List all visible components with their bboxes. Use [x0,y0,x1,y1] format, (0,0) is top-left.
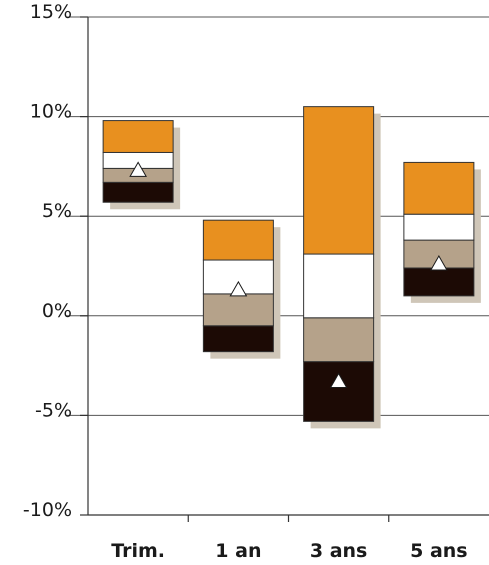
bar-segment-bottom [202,325,274,353]
median-markers [129,161,448,389]
bar-segment-lower-mid [202,293,274,327]
y-tick-labels: -10% -5% 0% 5% 10% 15% [23,1,72,521]
median-marker-triangle [229,280,248,297]
bar-segment-bottom [403,267,475,297]
gridlines [66,16,489,416]
x-tick-label: 5 ans [410,540,468,562]
y-tick-label: -5% [35,399,72,421]
bar-segment-top [202,219,274,261]
x-tick-label: 3 ans [310,540,368,562]
x-tick-label: 1 an [215,540,261,562]
bar-segment-upper-mid [403,213,475,241]
x-tick-labels: Trim. 1 an 3 ans 5 ans [111,540,467,562]
bar-segment-top [403,161,475,215]
median-marker-triangle [329,372,348,389]
axes [80,16,489,522]
bar-segment-top [102,120,174,153]
bar-segment-lower-mid [303,317,375,363]
x-tick-label: Trim. [111,540,165,562]
bar-segment-top [303,106,375,255]
bar-segment-upper-mid [303,253,375,319]
median-marker-triangle [430,255,448,271]
y-tick-label: 5% [42,200,72,222]
bar-segment-bottom [102,181,174,203]
bars [102,106,475,422]
y-tick-label: -10% [23,499,72,521]
y-tick-label: 10% [30,101,72,123]
y-tick-label: 0% [42,300,72,322]
bar-segment-bottom [303,361,375,422]
median-marker-triangle [129,161,147,177]
y-tick-label: 15% [30,1,72,23]
